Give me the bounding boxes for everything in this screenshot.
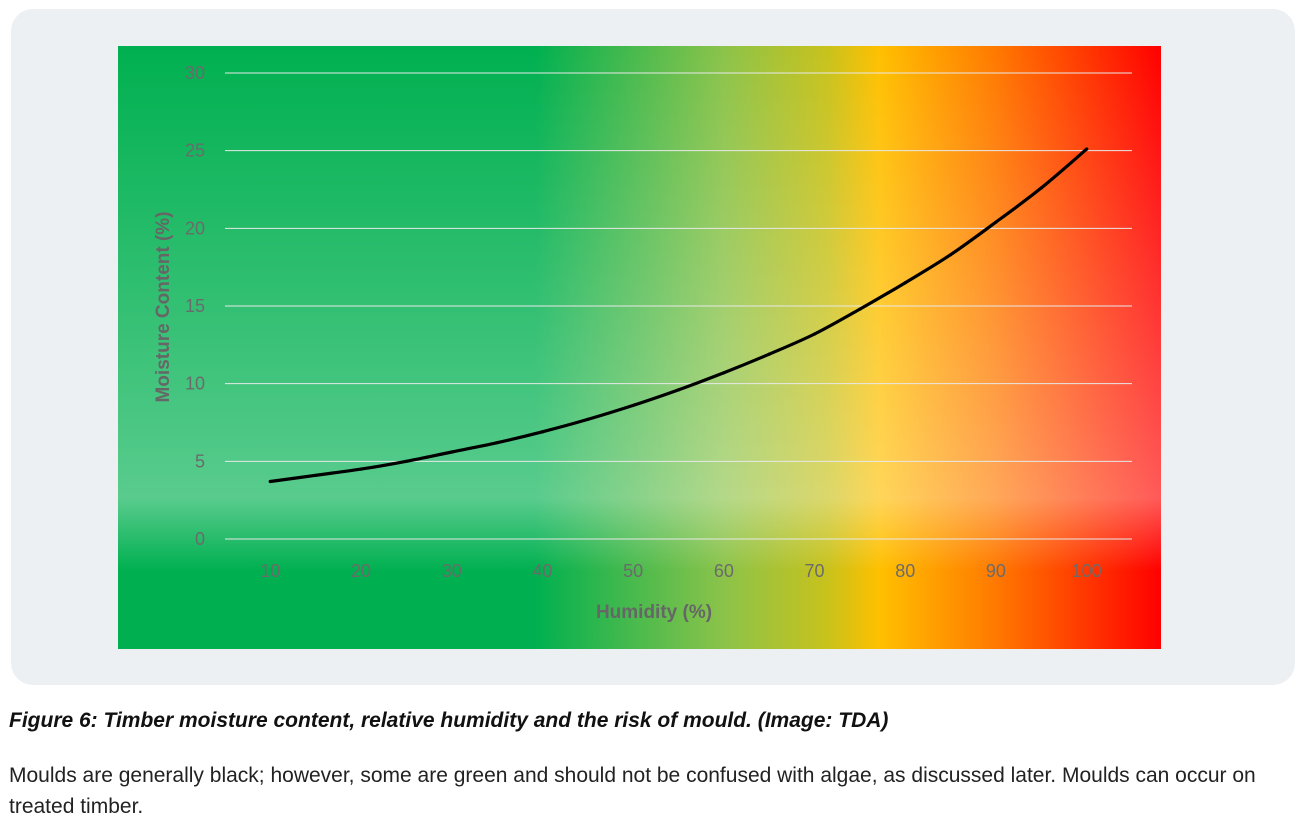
x-tick-label: 30 [442, 561, 462, 581]
data-point [1039, 186, 1043, 190]
y-tick-labels: 0 5 10 15 20 25 30 [185, 63, 205, 549]
data-point [450, 450, 454, 454]
y-tick-label: 10 [185, 374, 205, 394]
data-point [404, 459, 408, 463]
y-tick-label: 5 [195, 451, 205, 471]
data-point [540, 430, 545, 434]
x-tick-label: 100 [1072, 561, 1102, 581]
data-point [314, 473, 318, 477]
x-tick-label: 40 [532, 561, 552, 581]
chart-highlight-band [118, 46, 1161, 649]
data-point [722, 371, 726, 375]
grid-lines [225, 72, 1132, 540]
data-point [359, 467, 363, 471]
figure-caption: Figure 6: Timber moisture content, relat… [9, 709, 889, 732]
y-tick-label: 15 [185, 296, 205, 316]
data-point [586, 417, 590, 421]
data-point [676, 388, 681, 392]
data-point [631, 403, 635, 408]
x-tick-label: 60 [714, 561, 734, 581]
data-point [949, 253, 953, 257]
y-tick-label: 25 [185, 141, 205, 161]
y-tick-label: 30 [185, 63, 205, 83]
x-tick-label: 50 [623, 561, 643, 581]
y-tick-label: 20 [185, 218, 205, 238]
x-tick-label: 90 [986, 561, 1006, 581]
data-point [994, 220, 998, 224]
y-axis-title: Moisture Content (%) [153, 211, 174, 402]
data-point [812, 332, 817, 336]
x-tick-labels: 10 20 30 40 50 60 70 80 90 100 [260, 561, 1101, 581]
x-tick-label: 80 [895, 561, 915, 581]
body-paragraph: Moulds are generally black; however, som… [9, 764, 1256, 818]
data-point [495, 441, 499, 445]
data-point [858, 307, 862, 311]
data-point [268, 479, 272, 484]
data-points [268, 147, 1089, 484]
data-point [903, 281, 907, 285]
chart: 0 5 10 15 20 25 30 10 20 30 40 50 60 70 80 90 100 Moist… [118, 46, 1161, 649]
data-point [1085, 147, 1089, 151]
y-tick-label: 0 [195, 529, 205, 549]
data-point [767, 352, 771, 356]
x-tick-label: 70 [805, 561, 825, 581]
x-tick-label: 20 [351, 561, 371, 581]
x-axis-title: Humidity (%) [596, 602, 712, 623]
x-tick-label: 10 [260, 561, 280, 581]
